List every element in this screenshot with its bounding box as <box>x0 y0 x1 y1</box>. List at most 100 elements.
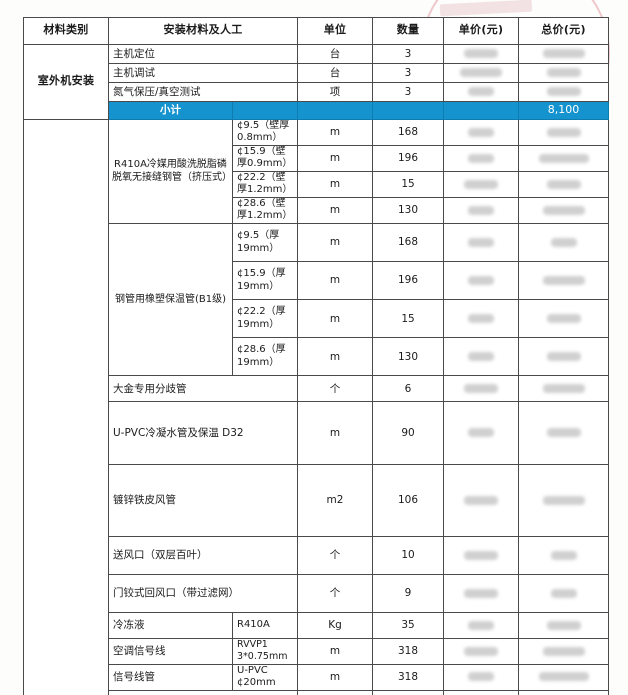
qty-cell: 15 <box>372 170 445 198</box>
unit-cell: m <box>297 401 374 466</box>
material-desc: 信号线管 <box>108 663 233 691</box>
unit-cell: m <box>297 118 374 146</box>
unit-price-cell-redacted <box>443 375 520 403</box>
table-row: R410A冷媒用酸洗脱脂磷脱氧无接缝钢管（挤压式） ¢9.5（壁厚0.8mm） … <box>23 118 610 695</box>
qty-cell: 196 <box>372 144 445 172</box>
unit-price-cell-redacted <box>443 222 520 263</box>
column-header-quantity: 数量 <box>372 17 445 45</box>
unit-price-cell-redacted <box>443 299 520 339</box>
spec-cell: ¢9.5（壁厚0.8mm） <box>231 118 299 146</box>
qty-cell: 168 <box>372 222 445 263</box>
table-row: 门铰式回风口（带过滤网） 个 9 ABS定制 <box>24 573 610 614</box>
table-row: 空调信号线 RVVP1 3*0.75mm m 318 起帆 <box>24 637 610 665</box>
header-row: 材料类别 安装材料及人工 单位 数量 单价(元) 总价(元) 备注 <box>23 17 610 45</box>
spec-cell: ¢28.6（厚19mm） <box>231 337 299 377</box>
total-price-cell-redacted <box>518 222 610 263</box>
table-row: 镀锌铁皮风管 m2 106 白铁皮（含保温） <box>24 464 610 537</box>
table-row: 室外机安装 主机定位 台 3 <box>23 43 610 120</box>
unit-price-cell-redacted <box>443 81 520 102</box>
qty-cell: 3 <box>372 43 445 64</box>
column-header-material: 安装材料及人工 <box>107 17 299 45</box>
unit-cell: Kg <box>297 612 374 639</box>
unit-cell: m <box>297 170 374 198</box>
unit-cell: 项 <box>297 81 374 102</box>
material-desc: 空调信号线 <box>108 637 233 665</box>
material-desc: 氮气保压/真空测试 <box>107 81 299 102</box>
unit-cell: 台 <box>297 62 374 83</box>
total-price-cell-redacted <box>518 144 610 172</box>
unit-price-cell-redacted <box>443 464 520 537</box>
column-header-unit-price: 单价(元) <box>443 17 520 45</box>
material-desc: 大金专用分歧管 <box>107 375 299 403</box>
total-price-cell-redacted <box>518 43 610 64</box>
total-price-cell-redacted <box>518 637 610 665</box>
total-price-cell-redacted <box>518 337 610 377</box>
unit-price-cell-redacted <box>443 43 520 64</box>
unit-price-cell-redacted <box>443 196 520 224</box>
material-desc: 冷冻液 <box>108 612 233 639</box>
spec-cell: RVVP1 3*0.75mm <box>231 637 299 665</box>
total-price-cell-redacted <box>518 62 610 83</box>
unit-price-cell-redacted <box>443 62 520 83</box>
qty-cell: 3 <box>372 81 445 102</box>
unit-cell: m <box>297 196 374 224</box>
spec-cell: ¢15.9（厚19mm） <box>231 261 299 301</box>
subtotal-blank <box>372 100 445 120</box>
category-cell-materials <box>23 118 109 695</box>
unit-price-cell-redacted <box>443 612 520 639</box>
spec-cell: ¢15.9（壁厚0.9mm） <box>231 144 299 172</box>
qty-cell: 130 <box>372 337 445 377</box>
table-header: 材料类别 安装材料及人工 单位 数量 单价(元) 总价(元) 备注 <box>23 17 610 45</box>
qty-cell: 35 <box>372 612 445 639</box>
material-desc: 主机定位 <box>107 43 299 64</box>
total-price-cell-redacted <box>518 663 610 691</box>
total-price-cell-redacted <box>518 196 610 224</box>
category-label: 室外机安装 <box>37 74 95 88</box>
table-row: ¢22.2（厚19mm） m 15 世霸龙 <box>24 299 610 339</box>
total-price-cell-redacted <box>518 573 610 614</box>
quotation-table-wrapper: 材料类别 安装材料及人工 单位 数量 单价(元) 总价(元) 备注 室外机安装 … <box>23 17 610 695</box>
spec-cell: ¢22.2（厚19mm） <box>231 299 299 339</box>
spec-cell: ¢22.2（壁厚1.2mm） <box>231 170 299 198</box>
table-body: 室外机安装 主机定位 台 3 主机调试 台 3 <box>23 43 610 695</box>
unit-cell: m2 <box>297 464 374 537</box>
qty-cell: 6 <box>372 375 445 403</box>
unit-cell: 个 <box>297 535 374 575</box>
table-row: 氮气保压/真空测试 项 3 <box>24 81 610 102</box>
material-desc: 镀锌铁皮风管 <box>107 464 299 537</box>
spec-cell: ¢28.6（壁厚1.2mm） <box>231 196 299 224</box>
unit-price-cell-redacted <box>443 535 520 575</box>
table-row: ¢28.6（厚19mm） m 130 世霸龙 <box>24 337 610 377</box>
table-row: 信号线管 U-PVC ¢20mm m 318 公元 <box>24 663 610 691</box>
subtotal-blank <box>297 100 374 120</box>
total-price-cell-redacted <box>518 612 610 639</box>
table-row: 主机调试 台 3 <box>24 62 610 83</box>
unit-cell: 台 <box>297 43 374 64</box>
table-row: 一楼铁皮保护 m2 20 白铁皮（加厚） <box>24 689 610 695</box>
material-desc: 一楼铁皮保护 <box>107 689 299 695</box>
subtotal-blank <box>231 100 299 120</box>
table-row: 大金专用分歧管 个 6 大金 <box>24 375 610 403</box>
column-header-total-price: 总价(元) <box>518 17 610 45</box>
unit-cell: m <box>297 637 374 665</box>
subtotal-blank <box>443 100 520 120</box>
table-row: 钢管用橡塑保温管(B1级) ¢9.5（厚19mm） m 168 世霸龙 <box>24 222 610 377</box>
table-row: ¢15.9（壁厚0.9mm） m 196 中佳 <box>24 144 610 172</box>
column-header-category: 材料类别 <box>23 17 109 45</box>
unit-cell: m2 <box>297 689 374 695</box>
qty-cell: 106 <box>372 464 445 537</box>
qty-cell: 10 <box>372 535 445 575</box>
unit-price-cell-redacted <box>443 337 520 377</box>
qty-cell: 130 <box>372 196 445 224</box>
spec-cell: U-PVC ¢20mm <box>231 663 299 691</box>
qty-cell: 15 <box>372 299 445 339</box>
material-desc: U-PVC冷凝水管及保温 D32 <box>107 401 299 466</box>
subtotal-row: 小计 8,100 <box>24 100 610 120</box>
unit-cell: m <box>297 261 374 301</box>
unit-price-cell-redacted <box>443 663 520 691</box>
unit-price-cell-redacted <box>443 144 520 172</box>
material-desc: 门铰式回风口（带过滤网） <box>107 573 299 614</box>
spec-cell: ¢9.5（厚19mm） <box>231 222 299 263</box>
unit-cell: m <box>297 299 374 339</box>
